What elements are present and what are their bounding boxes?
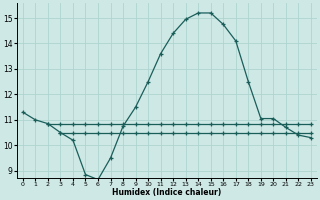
X-axis label: Humidex (Indice chaleur): Humidex (Indice chaleur) bbox=[112, 188, 221, 197]
